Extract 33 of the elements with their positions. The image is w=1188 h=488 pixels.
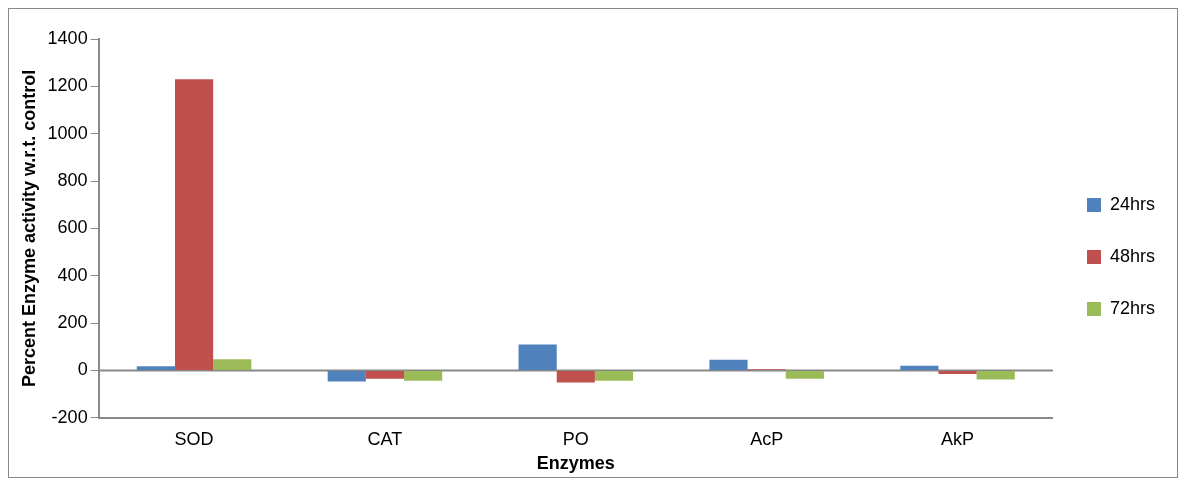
bar — [594, 370, 634, 381]
x-axis-title: Enzymes — [536, 453, 615, 474]
y-tick-label: 1400 — [47, 27, 88, 48]
bar — [174, 79, 214, 370]
y-axis-title: Percent Enzyme activity w.r.t. control — [18, 69, 39, 388]
bar — [327, 370, 366, 382]
bar — [976, 370, 1015, 380]
legend-label: 24hrs — [1109, 193, 1155, 214]
x-tick-label: PO — [562, 428, 589, 449]
bar — [136, 366, 175, 370]
bar — [556, 370, 595, 383]
bar — [404, 370, 443, 381]
x-tick-label: AkP — [941, 428, 975, 449]
legend-label: 72hrs — [1109, 297, 1155, 318]
bar — [938, 370, 977, 374]
x-tick-label: SOD — [174, 428, 214, 449]
bar — [785, 370, 824, 379]
bar — [365, 370, 405, 379]
y-tick-label: 0 — [77, 359, 88, 380]
bar — [900, 365, 939, 370]
y-tick-label: 1000 — [47, 122, 88, 143]
bar — [213, 359, 252, 370]
legend-label: 48hrs — [1109, 245, 1155, 266]
y-tick-label: 400 — [57, 264, 88, 285]
bar — [518, 344, 557, 370]
x-tick-label: AcP — [750, 428, 784, 449]
x-tick-label: CAT — [367, 428, 403, 449]
y-tick-label: -200 — [51, 406, 88, 427]
y-tick-label: 800 — [57, 170, 88, 191]
y-tick-label: 600 — [57, 217, 88, 238]
bar — [709, 359, 748, 370]
y-tick-label: 1200 — [47, 75, 88, 96]
y-tick-label: 200 — [57, 312, 88, 333]
